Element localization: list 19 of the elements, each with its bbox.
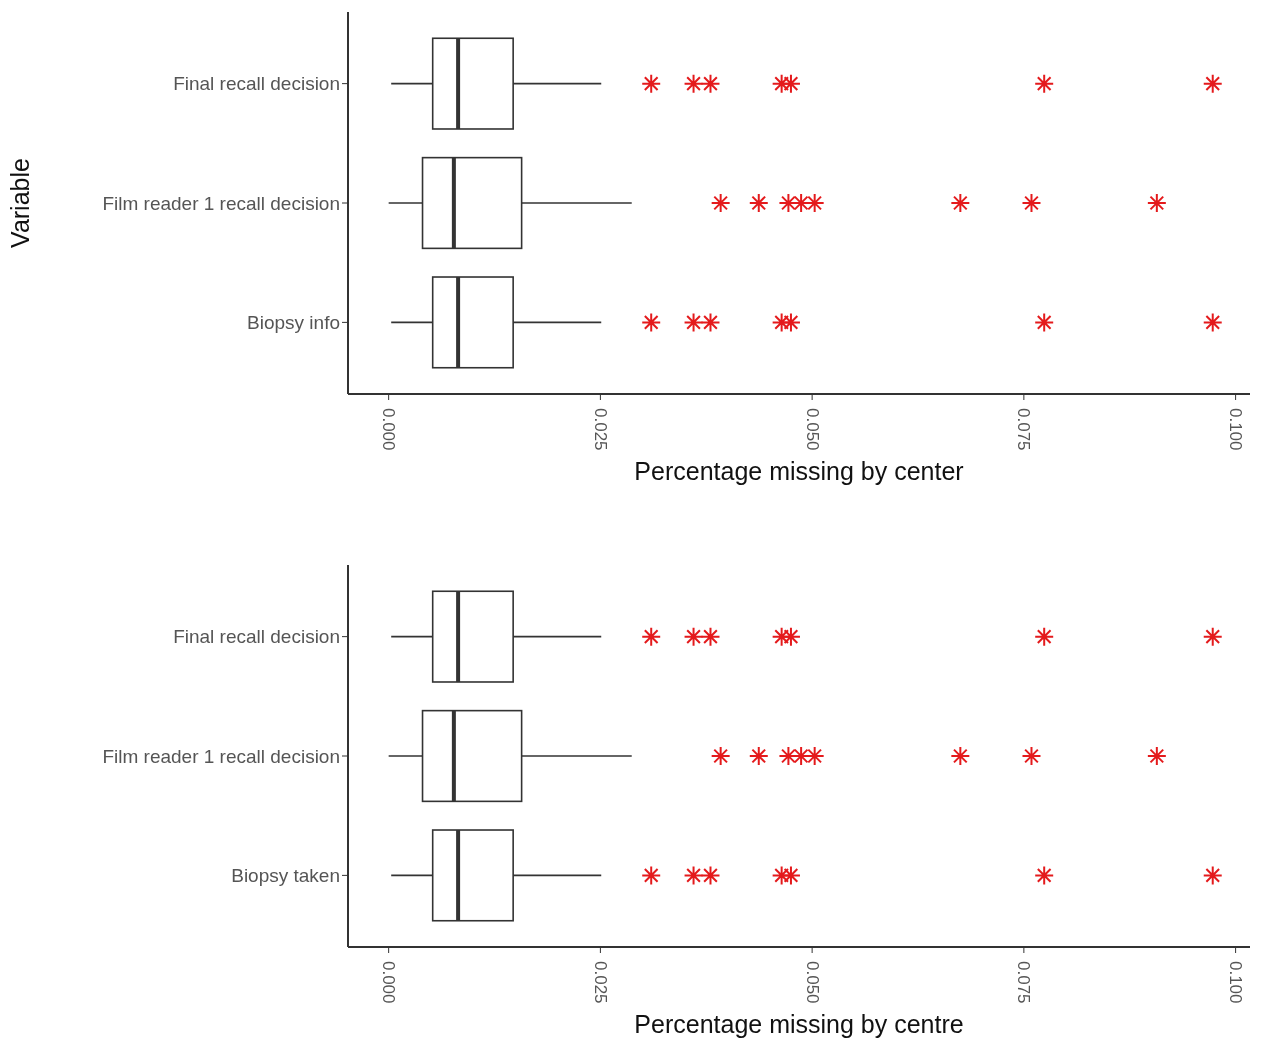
x-tick-label: 0.075 — [1014, 961, 1034, 1004]
x-tick-label: 0.050 — [802, 961, 822, 1004]
x-tick-label: 0.000 — [379, 961, 399, 1004]
x-tick-label: 0.100 — [1226, 408, 1246, 451]
x-tick-label: 0.050 — [802, 408, 822, 451]
y-axis-title: Variable — [5, 158, 34, 248]
x-tick-label: 0.075 — [1014, 408, 1034, 451]
y-tick-label: Final recall decision — [173, 73, 340, 95]
x-tick-label: 0.000 — [379, 408, 399, 451]
x-tick-label: 0.100 — [1226, 961, 1246, 1004]
y-tick-label: Film reader 1 recall decision — [102, 745, 340, 767]
y-tick-label: Biopsy info — [247, 312, 340, 334]
y-tick-label: Biopsy taken — [231, 865, 340, 887]
y-tick-label: Final recall decision — [173, 626, 340, 648]
x-tick-label: 0.025 — [590, 408, 610, 451]
y-tick-label: Film reader 1 recall decision — [102, 192, 340, 214]
x-axis-title: Percentage missing by center — [634, 457, 964, 485]
x-axis-title: Percentage missing by centre — [634, 1010, 964, 1038]
x-tick-label: 0.025 — [590, 961, 610, 1004]
